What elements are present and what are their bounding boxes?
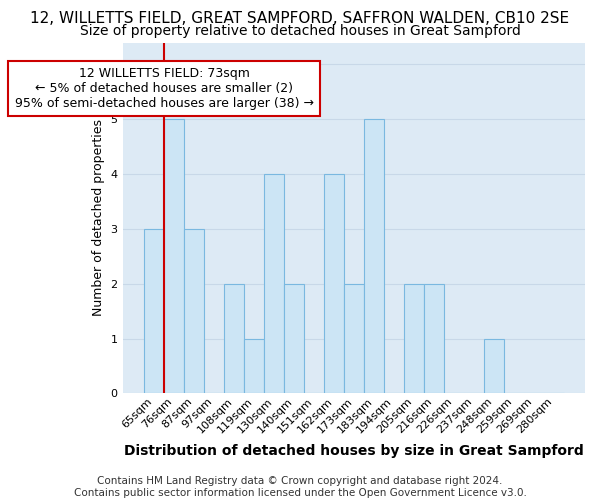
Bar — [224, 284, 244, 394]
Y-axis label: Number of detached properties: Number of detached properties — [92, 120, 105, 316]
Bar — [244, 338, 264, 394]
Text: 12 WILLETTS FIELD: 73sqm
← 5% of detached houses are smaller (2)
95% of semi-det: 12 WILLETTS FIELD: 73sqm ← 5% of detache… — [15, 67, 314, 110]
Bar — [164, 120, 184, 394]
Bar — [184, 229, 204, 394]
Bar — [144, 229, 164, 394]
Text: Size of property relative to detached houses in Great Sampford: Size of property relative to detached ho… — [80, 24, 520, 38]
Bar — [404, 284, 424, 394]
Text: Contains HM Land Registry data © Crown copyright and database right 2024.
Contai: Contains HM Land Registry data © Crown c… — [74, 476, 526, 498]
X-axis label: Distribution of detached houses by size in Great Sampford: Distribution of detached houses by size … — [124, 444, 584, 458]
Bar — [484, 338, 504, 394]
Bar — [324, 174, 344, 394]
Bar — [424, 284, 444, 394]
Bar — [284, 284, 304, 394]
Text: 12, WILLETTS FIELD, GREAT SAMPFORD, SAFFRON WALDEN, CB10 2SE: 12, WILLETTS FIELD, GREAT SAMPFORD, SAFF… — [31, 11, 569, 26]
Bar — [364, 120, 384, 394]
Bar — [264, 174, 284, 394]
Bar — [344, 284, 364, 394]
